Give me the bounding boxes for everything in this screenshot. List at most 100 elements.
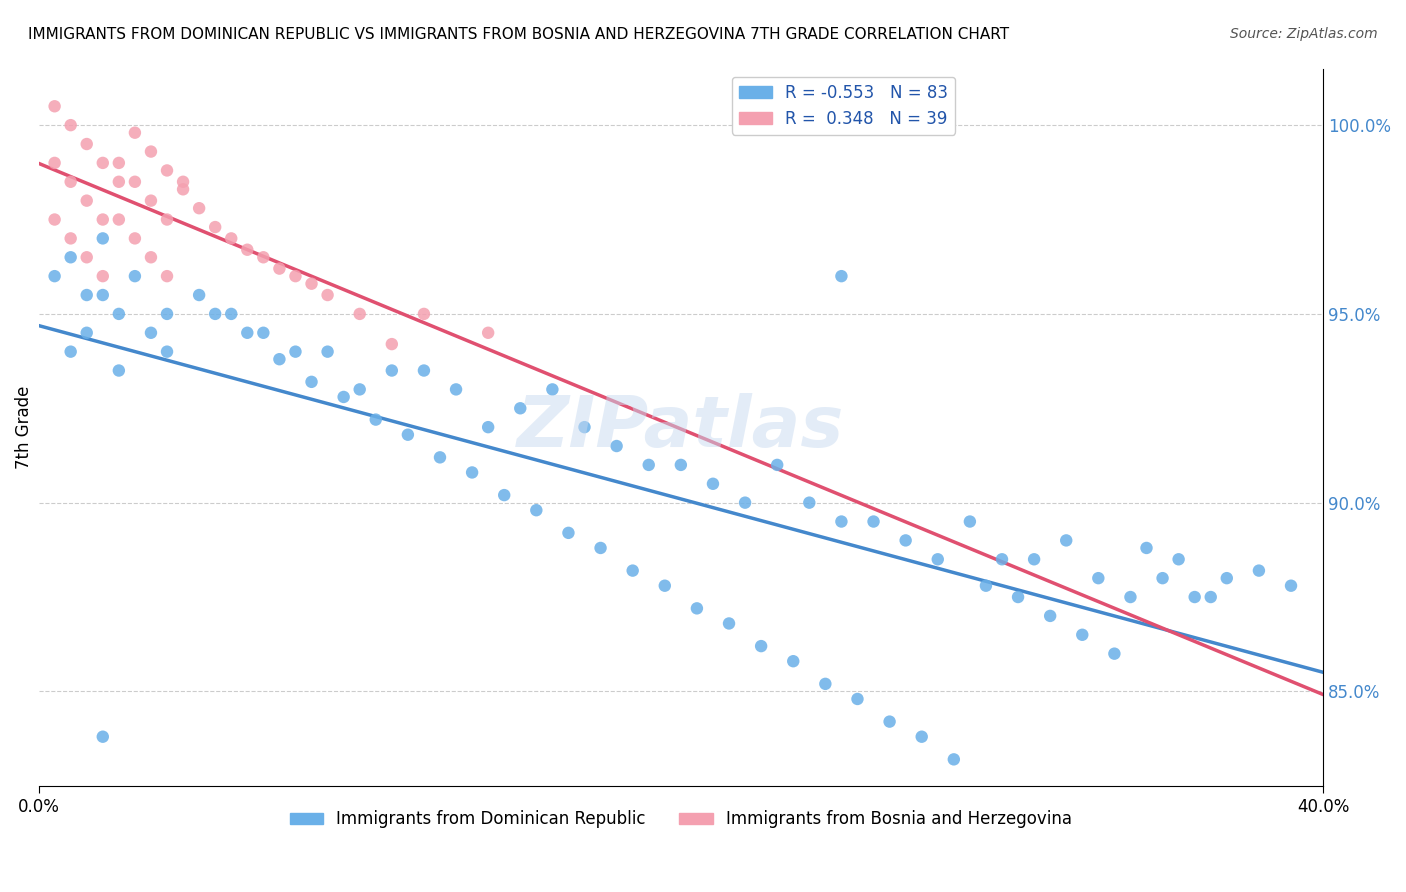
Point bbox=[1039, 608, 1062, 623]
Point bbox=[589, 541, 612, 555]
Point bbox=[219, 307, 242, 321]
Point bbox=[301, 375, 323, 389]
Point bbox=[702, 476, 724, 491]
Point bbox=[204, 220, 226, 235]
Point bbox=[76, 288, 98, 302]
Point bbox=[686, 601, 709, 615]
Point bbox=[219, 231, 242, 245]
Point bbox=[188, 201, 211, 215]
Point bbox=[974, 579, 997, 593]
Point bbox=[894, 533, 917, 548]
Point bbox=[332, 390, 354, 404]
Point bbox=[76, 194, 98, 208]
Point bbox=[204, 307, 226, 321]
Point bbox=[91, 288, 114, 302]
Point bbox=[364, 412, 387, 426]
Point bbox=[621, 564, 644, 578]
Point bbox=[91, 269, 114, 284]
Point bbox=[349, 307, 371, 321]
Point bbox=[236, 326, 259, 340]
Point bbox=[606, 439, 628, 453]
Point bbox=[1087, 571, 1109, 585]
Point bbox=[139, 250, 162, 264]
Point bbox=[381, 337, 404, 351]
Point bbox=[301, 277, 323, 291]
Point bbox=[124, 231, 146, 245]
Point bbox=[1054, 533, 1077, 548]
Point bbox=[461, 466, 484, 480]
Point bbox=[59, 231, 82, 245]
Point bbox=[236, 243, 259, 257]
Point bbox=[44, 156, 66, 170]
Point bbox=[494, 488, 516, 502]
Point bbox=[1007, 590, 1029, 604]
Point bbox=[91, 156, 114, 170]
Point bbox=[108, 212, 131, 227]
Point bbox=[654, 579, 676, 593]
Point bbox=[44, 269, 66, 284]
Point bbox=[991, 552, 1014, 566]
Point bbox=[156, 163, 179, 178]
Point bbox=[1119, 590, 1142, 604]
Point bbox=[927, 552, 949, 566]
Point bbox=[76, 326, 98, 340]
Point bbox=[509, 401, 531, 416]
Point bbox=[718, 616, 741, 631]
Point bbox=[429, 450, 451, 465]
Point bbox=[830, 515, 852, 529]
Point bbox=[637, 458, 659, 472]
Point bbox=[396, 427, 419, 442]
Point bbox=[76, 136, 98, 151]
Point bbox=[1216, 571, 1239, 585]
Point bbox=[1279, 579, 1302, 593]
Point bbox=[444, 797, 467, 812]
Point bbox=[959, 515, 981, 529]
Point bbox=[284, 344, 307, 359]
Point bbox=[749, 639, 772, 653]
Point bbox=[139, 145, 162, 159]
Text: Source: ZipAtlas.com: Source: ZipAtlas.com bbox=[1230, 27, 1378, 41]
Point bbox=[1104, 647, 1126, 661]
Point bbox=[91, 231, 114, 245]
Point bbox=[59, 250, 82, 264]
Point bbox=[252, 326, 274, 340]
Point bbox=[477, 420, 499, 434]
Point bbox=[1184, 590, 1206, 604]
Text: IMMIGRANTS FROM DOMINICAN REPUBLIC VS IMMIGRANTS FROM BOSNIA AND HERZEGOVINA 7TH: IMMIGRANTS FROM DOMINICAN REPUBLIC VS IM… bbox=[28, 27, 1010, 42]
Point bbox=[1247, 564, 1270, 578]
Point bbox=[381, 363, 404, 377]
Point bbox=[188, 288, 211, 302]
Point bbox=[108, 156, 131, 170]
Point bbox=[172, 175, 194, 189]
Point bbox=[799, 496, 821, 510]
Legend: Immigrants from Dominican Republic, Immigrants from Bosnia and Herzegovina: Immigrants from Dominican Republic, Immi… bbox=[283, 804, 1078, 835]
Point bbox=[156, 307, 179, 321]
Point bbox=[124, 126, 146, 140]
Point bbox=[911, 730, 934, 744]
Point bbox=[830, 269, 852, 284]
Point bbox=[284, 269, 307, 284]
Point bbox=[139, 194, 162, 208]
Point bbox=[156, 212, 179, 227]
Point bbox=[1199, 590, 1222, 604]
Point bbox=[1167, 552, 1189, 566]
Point bbox=[1135, 541, 1157, 555]
Point bbox=[124, 175, 146, 189]
Point bbox=[1022, 552, 1045, 566]
Point bbox=[172, 182, 194, 196]
Point bbox=[269, 261, 291, 276]
Point bbox=[91, 212, 114, 227]
Point bbox=[91, 730, 114, 744]
Point bbox=[413, 363, 436, 377]
Point bbox=[846, 692, 869, 706]
Point bbox=[44, 212, 66, 227]
Point bbox=[766, 458, 789, 472]
Point bbox=[1152, 571, 1174, 585]
Point bbox=[814, 677, 837, 691]
Point bbox=[59, 118, 82, 132]
Point bbox=[59, 175, 82, 189]
Point bbox=[59, 344, 82, 359]
Point bbox=[316, 344, 339, 359]
Y-axis label: 7th Grade: 7th Grade bbox=[15, 385, 32, 469]
Point bbox=[76, 250, 98, 264]
